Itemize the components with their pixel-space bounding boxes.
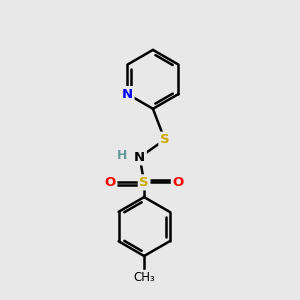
Text: S: S — [139, 176, 149, 189]
Text: O: O — [172, 176, 184, 189]
Text: S: S — [160, 133, 169, 146]
Text: H: H — [117, 149, 127, 162]
Text: N: N — [134, 151, 145, 164]
Text: O: O — [105, 176, 116, 189]
Text: N: N — [122, 88, 133, 100]
Text: CH₃: CH₃ — [133, 271, 155, 284]
